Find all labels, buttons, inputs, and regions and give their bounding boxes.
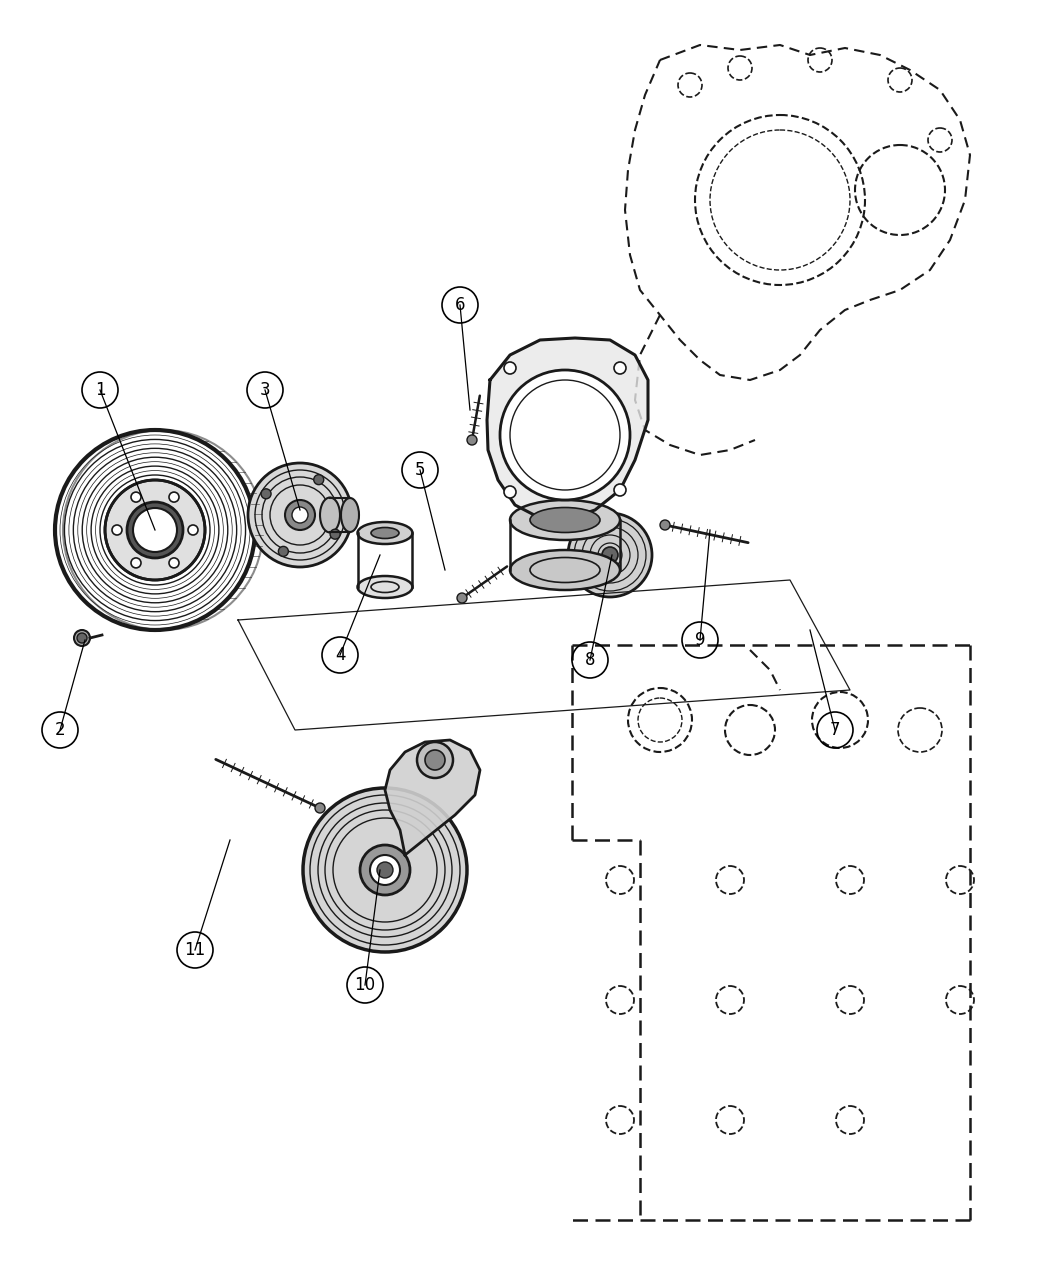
Circle shape xyxy=(568,513,652,597)
Ellipse shape xyxy=(358,576,412,599)
Circle shape xyxy=(105,480,205,579)
Text: 5: 5 xyxy=(414,460,425,480)
Circle shape xyxy=(614,362,626,373)
Ellipse shape xyxy=(358,522,412,544)
Circle shape xyxy=(169,492,179,503)
Text: 6: 6 xyxy=(454,295,465,315)
Circle shape xyxy=(370,854,400,885)
Circle shape xyxy=(500,370,630,500)
Circle shape xyxy=(303,788,467,952)
Text: 11: 11 xyxy=(184,941,205,959)
Circle shape xyxy=(248,463,352,567)
Text: 1: 1 xyxy=(95,381,105,399)
Circle shape xyxy=(377,862,393,877)
Circle shape xyxy=(660,521,670,530)
Circle shape xyxy=(417,742,453,778)
Polygon shape xyxy=(487,338,648,521)
Circle shape xyxy=(315,803,325,813)
Circle shape xyxy=(132,558,141,568)
Circle shape xyxy=(467,435,477,445)
Circle shape xyxy=(292,506,308,523)
Text: 3: 3 xyxy=(260,381,270,399)
Circle shape xyxy=(360,845,410,895)
Circle shape xyxy=(285,500,315,530)
Text: 2: 2 xyxy=(55,721,65,739)
Circle shape xyxy=(74,631,90,646)
Circle shape xyxy=(330,530,340,540)
Circle shape xyxy=(504,486,515,498)
Polygon shape xyxy=(385,741,480,854)
Circle shape xyxy=(77,633,87,643)
Ellipse shape xyxy=(530,508,600,532)
Circle shape xyxy=(504,362,515,373)
Circle shape xyxy=(127,501,183,558)
Circle shape xyxy=(261,489,271,499)
Text: 7: 7 xyxy=(830,721,841,739)
Circle shape xyxy=(188,524,198,535)
Ellipse shape xyxy=(510,500,620,540)
Text: 8: 8 xyxy=(585,651,595,669)
Circle shape xyxy=(133,508,177,553)
Circle shape xyxy=(279,546,288,556)
Circle shape xyxy=(313,475,324,485)
Text: 9: 9 xyxy=(694,631,705,648)
Circle shape xyxy=(614,483,626,496)
Circle shape xyxy=(112,524,122,535)
Ellipse shape xyxy=(320,498,340,532)
Ellipse shape xyxy=(341,498,359,532)
Circle shape xyxy=(425,749,445,770)
Text: 10: 10 xyxy=(355,976,376,994)
Circle shape xyxy=(457,593,467,602)
Ellipse shape xyxy=(371,527,399,538)
Ellipse shape xyxy=(510,550,620,590)
Circle shape xyxy=(169,558,179,568)
Text: 4: 4 xyxy=(335,646,345,664)
Circle shape xyxy=(602,547,618,563)
Circle shape xyxy=(132,492,141,503)
